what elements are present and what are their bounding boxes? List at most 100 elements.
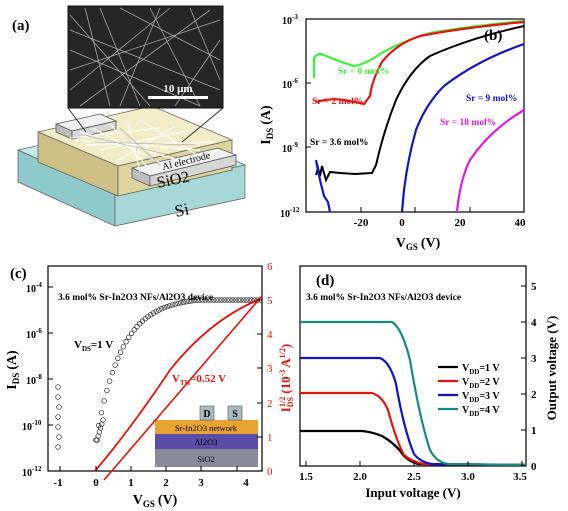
panel-c: D S Sr-In2O3 network Al2O3 SiO2 -1 0 1 2… <box>5 261 295 509</box>
scale-bar-label: 10 μm <box>163 83 192 95</box>
transfer-point <box>123 339 129 345</box>
transfer-point <box>199 297 206 303</box>
panel-b-ytick: 10 <box>282 16 292 27</box>
panel-c-ytick: 10 <box>26 376 36 387</box>
legend-entry: VDD=1 V <box>462 363 500 376</box>
sem-fibers <box>69 7 221 107</box>
panel-c-xlabel: VGS (V) <box>133 493 178 509</box>
inset-al2o3-label: Al2O3 <box>194 437 217 447</box>
transfer-point <box>208 297 214 303</box>
vtc-vdd-1 <box>300 429 527 467</box>
panel-c-xtick: 0 <box>93 477 99 489</box>
panel-b-xtick: 20 <box>455 217 467 229</box>
panel-c-ytick-exp: -10 <box>32 419 42 427</box>
panel-c-ytick-exp: -8 <box>36 373 42 381</box>
panel-c-label: (c) <box>10 266 27 282</box>
panel-d-ytick: 5 <box>531 281 537 293</box>
panel-c-rtick: 1 <box>267 432 273 444</box>
transfer-point <box>134 323 140 330</box>
panel-b: -20 0 20 40 10-3 10-6 10-9 10-12 IDS(A) … <box>259 13 526 252</box>
transfer-point <box>56 434 62 440</box>
sem-image <box>67 5 224 109</box>
panel-c-xtick: 1 <box>128 477 134 489</box>
transfer-point <box>246 297 252 303</box>
panel-c-rtick: 3 <box>267 363 273 375</box>
panel-c-xtick: 3 <box>198 477 204 489</box>
svg-text:10-3: 10-3 <box>282 13 298 27</box>
panel-c-ytick-exp: -4 <box>36 281 42 289</box>
transfer-point <box>227 297 233 303</box>
legend-entry: VDD=2 V <box>462 377 500 390</box>
transfer-point <box>107 378 113 384</box>
vtc-vdd-2 <box>300 391 527 467</box>
panel-d-ytick: 3 <box>531 353 537 365</box>
panel-a-label: (a) <box>12 18 30 34</box>
panel-b-yticks: 10-3 10-6 10-9 10-12 <box>280 13 300 220</box>
panel-b-ytick-exp: -3 <box>292 13 298 21</box>
transfer-point <box>55 414 61 420</box>
panel-c-xtick: 2 <box>163 477 169 489</box>
transfer-point <box>101 398 107 404</box>
legend-entry: VDD=4 V <box>462 405 500 418</box>
panel-d-ylabel: Output voltage (V) <box>544 316 559 421</box>
panel-b-ytick-exp: -6 <box>292 77 298 85</box>
panel-d-frame <box>299 265 527 467</box>
transfer-point <box>205 297 211 303</box>
transfer-point <box>104 387 110 394</box>
panel-c-rtick: 4 <box>267 329 273 341</box>
transfer-point <box>194 297 200 303</box>
inset-contact-s-label: S <box>232 409 238 420</box>
curve-sr-9 <box>314 42 525 213</box>
transfer-point <box>183 299 189 305</box>
svg-text:10-6: 10-6 <box>26 327 42 341</box>
svg-text:10-10: 10-10 <box>22 419 42 433</box>
transfer-point <box>224 297 230 303</box>
transfer-point <box>117 349 124 355</box>
panel-a: 10 μm (a) Al electrode SiO2 Si <box>12 5 247 227</box>
svg-text:10-8: 10-8 <box>26 373 42 387</box>
transfer-point <box>235 297 241 303</box>
panel-b-xtick: 40 <box>515 217 527 229</box>
vtc-vdd-3 <box>300 356 527 467</box>
transfer-point <box>150 310 157 316</box>
transfer-point <box>156 307 162 313</box>
zoom-line-right <box>181 107 224 143</box>
transfer-point <box>120 344 126 350</box>
transfer-point <box>100 417 106 423</box>
panel-d-xtick: 1.5 <box>299 471 313 483</box>
transfer-point <box>126 334 132 341</box>
panel-d-xtick: 3.0 <box>461 471 475 483</box>
transfer-point <box>191 297 198 304</box>
panel-b-xtick: -20 <box>354 217 369 229</box>
panel-c-rtick: 6 <box>267 261 273 273</box>
transfer-point <box>243 297 249 303</box>
scale-bar <box>148 96 208 99</box>
transfer-point <box>197 297 203 303</box>
legend-entry: VDD=3 V <box>462 391 500 404</box>
panel-b-ytick-exp: -12 <box>290 206 300 214</box>
transfer-point <box>56 404 62 410</box>
inset-layer-al2o3 <box>155 434 258 449</box>
transfer-point <box>186 298 192 304</box>
panel-c-ylabel-right: IDS1/2(10-3A1/2) <box>278 344 295 413</box>
transfer-point <box>148 312 154 318</box>
panel-c-yticks-right: 6 5 4 3 2 1 0 <box>267 261 273 478</box>
inset-contact-s <box>227 405 243 421</box>
panel-c-xtick: 4 <box>243 477 249 489</box>
inset-layer-sio2 <box>155 449 258 467</box>
panel-c-xtick: -1 <box>53 477 62 489</box>
panel-c-ytick-exp: -12 <box>32 465 42 473</box>
annotation-sr-0: Sr = 0 mol% <box>338 67 389 77</box>
transfer-point <box>230 297 236 303</box>
panel-d: 1.5 2.0 2.5 3.0 3.5 0 1 2 3 4 5 Input vo… <box>299 265 559 500</box>
si-label: Si <box>173 199 191 221</box>
sqrt-curve <box>94 299 259 472</box>
transfer-point <box>210 297 217 303</box>
panel-b-xlabel: VGS (V) <box>396 236 441 252</box>
transfer-point <box>221 297 228 303</box>
transfer-point <box>213 297 219 303</box>
panel-d-xtick: 2.5 <box>407 471 421 483</box>
vth-fit-line <box>103 295 263 481</box>
panel-c-yticks-left: 10-4 10-6 10-8 10-10 10-12 <box>22 281 42 479</box>
sio2-label: SiO2 <box>155 168 191 191</box>
